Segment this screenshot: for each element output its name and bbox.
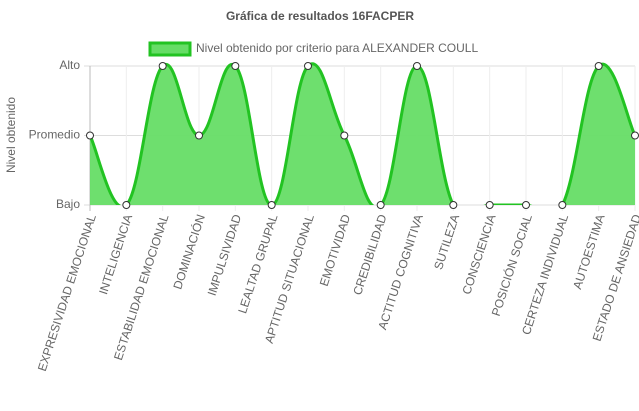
point (340, 131, 349, 140)
line (90, 62, 635, 205)
chart-title: Gráfica de resultados 16FACPER (226, 9, 414, 23)
point (158, 62, 167, 70)
point (195, 131, 203, 140)
point (449, 201, 458, 209)
x-tick-label: DOMINACIÓN (170, 212, 208, 291)
point (86, 131, 94, 140)
point (304, 62, 312, 70)
x-tick-label: SUTILEZA (431, 213, 462, 272)
point (231, 62, 240, 70)
x-tick-label: LEALTAD GRUPAL (235, 212, 280, 315)
y-tick-label: Promedio (29, 128, 81, 142)
x-tick-label: CREDIBILIDAD (350, 212, 389, 297)
x-tick-label: EXPRESIVIDAD EMOCIONAL (35, 212, 99, 373)
area (90, 63, 635, 205)
point (485, 201, 494, 209)
y-tick-label: Alto (59, 58, 80, 72)
point (122, 201, 131, 209)
y-tick-label: Bajo (56, 197, 80, 211)
legend-swatch (148, 41, 192, 57)
point (267, 201, 276, 209)
x-tick-label: AUTOESTIMA (570, 213, 607, 291)
y-axis-title: Nivel obtenido (4, 97, 18, 173)
legend-label: Nivel obtenido por criterio para ALEXAND… (196, 41, 478, 55)
point (558, 201, 567, 209)
point (631, 131, 639, 140)
point (594, 62, 603, 70)
x-tick-label: INTELIGENCIA (96, 213, 135, 297)
point (376, 201, 385, 209)
point (413, 62, 421, 70)
x-tick-label: IMPULSIVIDAD (205, 212, 245, 297)
x-tick-label: CONSCIENCIA (459, 213, 498, 297)
point (522, 201, 530, 209)
x-tick-label: EMOTIVIDAD (317, 212, 353, 288)
